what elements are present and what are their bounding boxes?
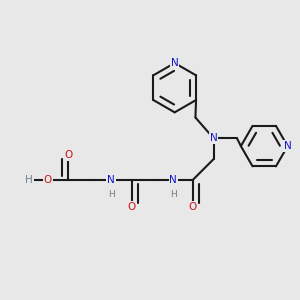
Text: O: O	[64, 150, 72, 160]
Text: N: N	[210, 133, 218, 143]
Text: O: O	[128, 202, 136, 212]
Text: N: N	[169, 175, 177, 185]
Text: O: O	[189, 202, 197, 212]
Text: H: H	[26, 175, 33, 185]
Text: H: H	[108, 190, 114, 199]
Text: O: O	[44, 175, 52, 185]
Text: N: N	[284, 141, 292, 151]
Text: N: N	[171, 58, 178, 68]
Text: N: N	[107, 175, 115, 185]
Text: H: H	[170, 190, 177, 199]
